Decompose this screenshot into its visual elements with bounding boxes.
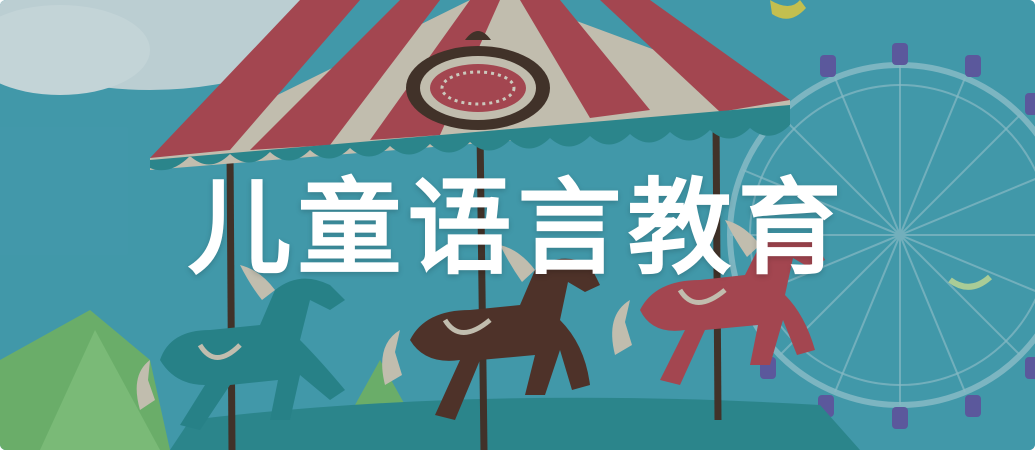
ribbon-icon	[770, 0, 806, 19]
carousel-platform	[170, 397, 860, 450]
carousel-canopy	[150, 0, 790, 171]
red-horse-icon	[612, 220, 825, 385]
teal-horse-icon	[136, 265, 345, 430]
banner-title: 儿童语言教育	[187, 167, 848, 289]
carousel-poles	[226, 119, 722, 450]
brown-horse-icon	[382, 245, 600, 420]
